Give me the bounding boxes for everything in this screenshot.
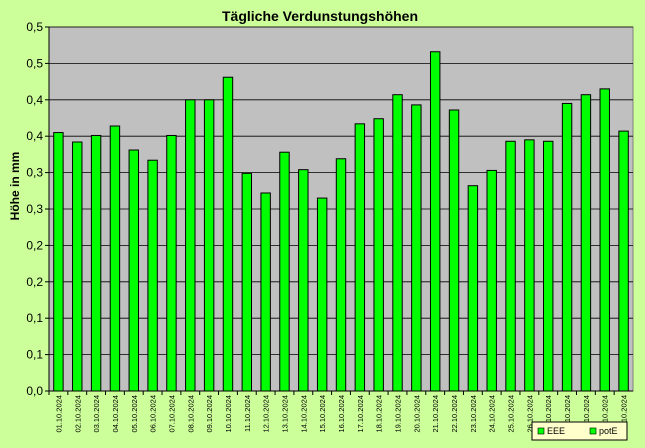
bar: [128, 149, 139, 392]
bar: [53, 132, 64, 392]
y-tick-label: 0,0: [26, 384, 43, 398]
x-tick-label: 21.10.2024: [431, 395, 440, 433]
legend-box: [531, 421, 628, 441]
x-tick-label: 26.10.2024: [525, 395, 534, 433]
bar: [260, 192, 271, 392]
bar: [147, 159, 158, 392]
x-tick-label: 11.10.2024: [243, 395, 252, 432]
x-tick-label: 18.10.2024: [375, 395, 384, 433]
x-tick-label: 10.10.2024: [224, 395, 233, 433]
bar: [543, 140, 554, 392]
y-tick-label: 0,5: [26, 20, 43, 34]
x-tick-label: 19.10.2024: [394, 395, 403, 433]
bar: [561, 102, 573, 392]
x-tick-label: 07.10.2024: [167, 395, 176, 433]
x-tick-label: 06.10.2024: [149, 395, 158, 433]
legend-label-eee: EEE: [547, 426, 565, 436]
bar: [448, 109, 460, 392]
bar: [279, 151, 290, 392]
x-tick-label: 12.10.2024: [262, 395, 271, 433]
y-tick-label: 0,1: [26, 348, 43, 362]
legend-label-pote: potE: [599, 426, 618, 436]
x-tick-label: 02.10.2024: [73, 395, 82, 433]
bar: [580, 94, 592, 392]
x-tick-label: 08.10.2024: [186, 395, 195, 433]
bar: [618, 130, 629, 392]
x-tick-label: 24.10.2024: [488, 395, 497, 433]
bar: [90, 134, 102, 392]
bar: [354, 123, 366, 392]
x-tick-label: 30.10.2024: [601, 395, 610, 433]
x-tick-label: 09.10.2024: [205, 395, 214, 433]
x-tick-label: 29.10.2024: [582, 395, 591, 433]
x-tick-label: 03.10.2024: [92, 395, 101, 433]
x-tick-label: 16.10.2024: [337, 395, 346, 433]
legend-swatch-pote: [589, 427, 597, 435]
bar: [241, 172, 253, 392]
bar: [166, 134, 177, 392]
bar: [392, 94, 403, 392]
bar: [373, 118, 384, 392]
y-axis-label: Höhe in mm: [8, 152, 22, 221]
gridlines: [49, 26, 633, 356]
x-tick-label: 22.10.2024: [450, 395, 459, 433]
x-tick-label: 28.10.2024: [563, 395, 572, 433]
y-axis: 0,0 0,1 0,1 0,2 0,2 0,3 0,3 0,4 0,4 0,5 0,5: [26, 20, 49, 398]
x-tick-label: 05.10.2024: [130, 395, 139, 433]
legend-swatch-eee: [537, 427, 545, 435]
x-axis: 01.10.2024 02.10.2024 03.10.2024 04.10.2024…: [48, 391, 629, 433]
y-tick-label: 0,3: [26, 166, 43, 180]
y-tick-label: 0,2: [26, 275, 43, 289]
x-tick-label: 27.10.2024: [544, 395, 553, 433]
bars: [53, 51, 629, 392]
bar: [411, 104, 422, 392]
bar: [335, 158, 347, 392]
x-tick-label: 17.10.2024: [356, 395, 365, 433]
y-tick-label: 0,1: [26, 311, 43, 325]
bar: [109, 125, 121, 392]
bar: [599, 88, 610, 392]
y-tick-label: 0,4: [26, 129, 43, 143]
y-tick-label: 0,4: [26, 93, 43, 107]
bar: [185, 99, 196, 392]
x-tick-label: 04.10.2024: [111, 395, 120, 433]
bar: [486, 169, 497, 392]
x-tick-label: 13.10.2024: [280, 395, 289, 433]
y-tick-label: 0,3: [26, 202, 43, 216]
bar: [203, 99, 215, 392]
x-tick-label: 14.10.2024: [299, 395, 308, 433]
x-tick-label: 31.10.2024: [620, 395, 629, 433]
legend: EEE potE: [531, 421, 628, 441]
x-tick-label: 15.10.2024: [318, 395, 327, 433]
bar: [505, 140, 516, 392]
bar: [222, 76, 234, 392]
y-tick-label: 0,2: [26, 238, 43, 252]
bar: [467, 185, 479, 392]
x-tick-label: 25.10.2024: [507, 395, 516, 433]
x-tick-label: 01.10.2024: [54, 395, 63, 433]
chart-title: Tägliche Verdunstungshöhen: [222, 8, 418, 24]
bar: [298, 169, 309, 392]
bar: [524, 139, 535, 392]
bar: [429, 51, 441, 392]
y-tick-label: 0,5: [26, 56, 43, 70]
bar: [72, 141, 83, 392]
bar: [316, 197, 328, 392]
x-tick-label: 20.10.2024: [412, 395, 421, 433]
x-tick-label: 23.10.2024: [469, 395, 478, 433]
